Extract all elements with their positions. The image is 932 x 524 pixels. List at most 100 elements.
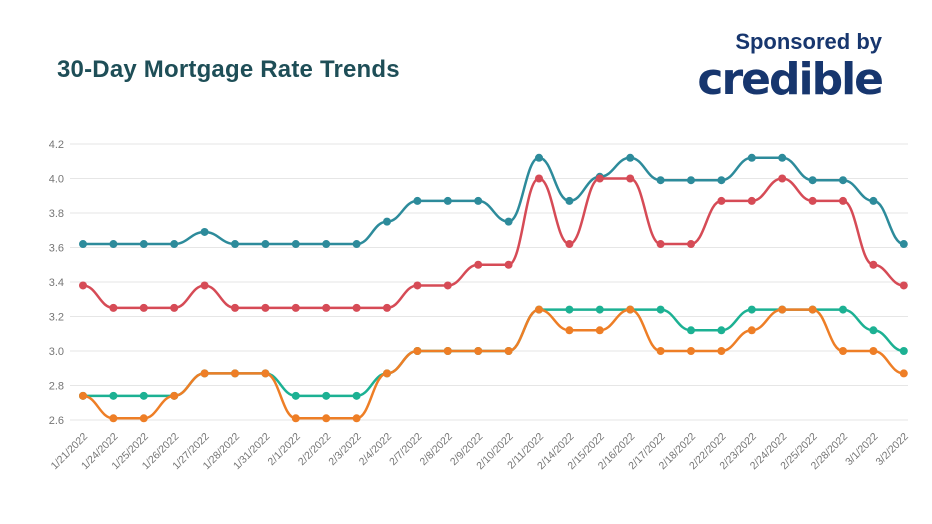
data-point-teal <box>778 153 787 162</box>
data-point-red <box>687 240 695 249</box>
data-point-orange <box>261 369 270 378</box>
y-axis-label: 3.4 <box>49 277 64 289</box>
data-point-red <box>231 303 239 312</box>
data-point-green <box>717 326 726 335</box>
data-point-orange <box>869 347 878 355</box>
data-point-green <box>687 326 695 335</box>
data-point-green <box>352 391 361 400</box>
data-point-orange <box>899 369 908 378</box>
data-point-red <box>595 174 604 183</box>
data-point-green <box>839 305 847 314</box>
y-axis-label: 4.0 <box>49 174 64 186</box>
data-point-orange <box>109 414 118 423</box>
data-point-red <box>291 303 300 312</box>
data-point-teal <box>717 176 726 185</box>
data-point-teal <box>170 240 179 249</box>
data-point-red <box>443 281 452 290</box>
data-point-red <box>747 196 756 205</box>
data-point-red <box>626 174 635 183</box>
chart-canvas: 4.24.03.83.63.43.23.02.82.61/21/20221/24… <box>49 139 911 472</box>
data-point-red <box>413 281 422 290</box>
data-point-teal <box>139 240 148 249</box>
y-axis-label: 3.2 <box>49 312 64 324</box>
data-point-teal <box>504 217 513 226</box>
data-point-red <box>139 303 148 312</box>
credible-logo: credible <box>697 54 884 106</box>
data-point-orange <box>231 369 239 378</box>
data-point-orange <box>291 414 300 423</box>
data-point-orange <box>565 326 574 335</box>
data-point-teal <box>839 176 847 185</box>
data-point-red <box>656 240 665 249</box>
data-point-orange <box>839 347 847 355</box>
data-point-green <box>139 391 148 400</box>
data-point-green <box>899 347 908 355</box>
data-point-teal <box>322 240 331 249</box>
data-point-orange <box>322 414 331 423</box>
data-point-green <box>595 305 604 314</box>
data-point-orange <box>778 305 787 314</box>
data-point-orange <box>200 369 209 378</box>
series-line-teal <box>81 156 906 246</box>
data-point-teal <box>687 176 695 185</box>
data-point-orange <box>79 391 87 400</box>
data-point-teal <box>291 240 300 249</box>
x-axis-label: 3/2/2022 <box>874 431 911 468</box>
data-point-orange <box>413 347 422 355</box>
data-point-red <box>79 281 87 290</box>
data-point-red <box>504 260 513 269</box>
data-point-orange <box>443 347 452 355</box>
data-point-teal <box>109 240 118 249</box>
sponsor-block: Sponsored by credible <box>697 29 884 106</box>
data-point-teal <box>565 196 574 205</box>
data-point-green <box>565 305 574 314</box>
data-point-teal <box>413 196 422 205</box>
data-point-green <box>747 305 756 314</box>
data-point-red <box>170 303 179 312</box>
data-point-teal <box>656 176 665 185</box>
data-point-orange <box>747 326 756 335</box>
y-axis-label: 2.8 <box>49 381 64 393</box>
data-point-red <box>717 196 726 205</box>
data-point-orange <box>595 326 604 335</box>
data-point-red <box>383 303 391 312</box>
data-point-orange <box>535 305 543 314</box>
data-point-red <box>322 303 331 312</box>
data-point-red <box>565 240 574 249</box>
data-point-teal <box>443 196 452 205</box>
data-point-orange <box>352 414 361 423</box>
data-point-orange <box>474 347 483 355</box>
data-point-red <box>535 174 543 183</box>
data-point-orange <box>383 369 391 378</box>
y-axis-label: 3.6 <box>49 243 64 255</box>
data-point-teal <box>231 240 239 249</box>
data-point-orange <box>170 391 179 400</box>
data-point-red <box>808 196 817 205</box>
data-point-green <box>322 391 331 400</box>
data-point-orange <box>626 305 635 314</box>
data-point-green <box>109 391 118 400</box>
data-point-red <box>839 196 847 205</box>
data-point-green <box>869 326 878 335</box>
data-point-orange <box>139 414 148 423</box>
data-point-red <box>869 260 878 269</box>
data-point-teal <box>899 240 908 249</box>
series-line-orange <box>81 308 906 420</box>
data-point-green <box>291 391 300 400</box>
data-point-teal <box>352 240 361 249</box>
data-point-red <box>474 260 483 269</box>
sponsored-by-label: Sponsored by <box>735 29 882 54</box>
data-point-red <box>778 174 787 183</box>
y-axis-label: 3.8 <box>49 208 64 220</box>
data-point-red <box>261 303 270 312</box>
data-point-teal <box>869 196 878 205</box>
data-point-orange <box>656 347 665 355</box>
data-point-teal <box>808 176 817 185</box>
series-line-green <box>81 308 906 398</box>
data-point-teal <box>474 196 483 205</box>
data-point-teal <box>626 153 635 162</box>
data-point-teal <box>535 153 543 162</box>
y-axis-label: 3.0 <box>49 346 64 358</box>
data-point-orange <box>687 347 695 355</box>
